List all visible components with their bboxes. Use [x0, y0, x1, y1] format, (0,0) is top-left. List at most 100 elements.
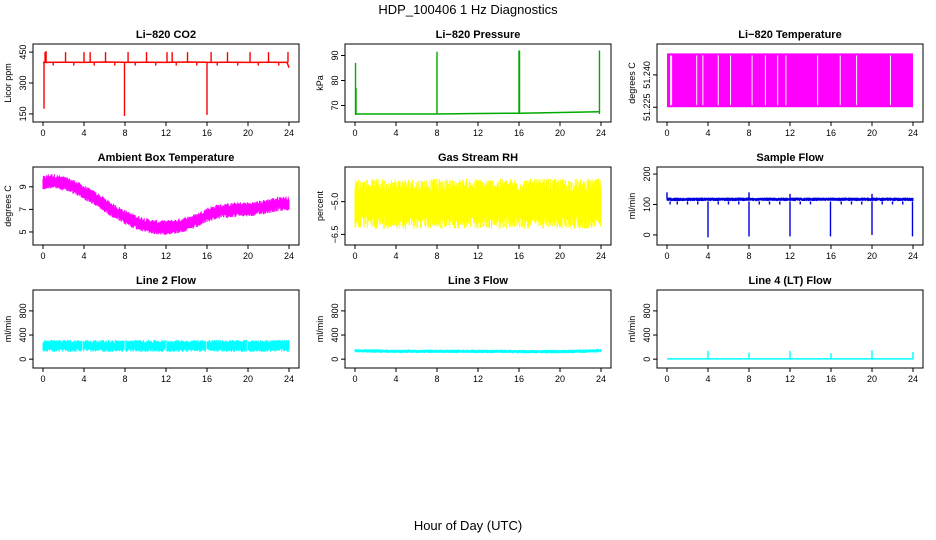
x-tick-label: 4 — [705, 374, 710, 384]
data-series — [666, 192, 914, 238]
x-tick-label: 4 — [393, 374, 398, 384]
x-tick-label: 20 — [243, 251, 253, 261]
data-series — [43, 51, 290, 116]
x-tick-label: 20 — [867, 374, 877, 384]
page-title: HDP_100406 1 Hz Diagnostics — [378, 2, 558, 17]
data-series — [42, 174, 290, 235]
x-tick-label: 12 — [473, 374, 483, 384]
series-band — [354, 349, 602, 354]
x-tick-label: 0 — [664, 128, 669, 138]
chart-panel-9: Line 4 (LT) Flow ml/min 0 4 8 12 16 20 24 0 400 800 — [627, 275, 924, 384]
x-tick-label: 8 — [122, 128, 127, 138]
x-tick-label: 20 — [243, 374, 253, 384]
x-tick-label: 4 — [393, 128, 398, 138]
chart-panel-5: Gas Stream RH percent 0 4 8 12 16 20 24 −6.5 −5.0 — [315, 152, 612, 261]
chart-title: Line 4 (LT) Flow — [749, 275, 832, 287]
y-tick-label: −6.5 — [330, 226, 340, 244]
x-tick-label: 0 — [40, 128, 45, 138]
x-tick-label: 24 — [284, 251, 294, 261]
x-tick-label: 8 — [434, 251, 439, 261]
x-tick-label: 8 — [434, 128, 439, 138]
x-axis-title: Hour of Day (UTC) — [413, 518, 523, 533]
x-tick-label: 8 — [434, 374, 439, 384]
chart-title: Line 2 Flow — [136, 275, 196, 287]
y-tick-label: 400 — [642, 328, 652, 343]
y-tick-label: 90 — [330, 50, 340, 60]
y-tick-label: 400 — [330, 328, 340, 343]
x-tick-label: 16 — [202, 128, 212, 138]
y-tick-label: 200 — [642, 167, 652, 182]
y-axis-label: Licor ppm — [3, 63, 13, 103]
x-tick-label: 24 — [596, 374, 606, 384]
x-tick-label: 16 — [514, 251, 524, 261]
x-tick-label: 4 — [705, 251, 710, 261]
x-tick-label: 12 — [161, 374, 171, 384]
y-axis-label: percent — [315, 190, 325, 221]
y-axis-label: degrees C — [3, 185, 13, 227]
x-tick-label: 12 — [473, 128, 483, 138]
y-tick-label: 150 — [18, 106, 28, 121]
chart-panel-3: Li−820 Temperature degrees C 0 4 8 12 16 20 24 51… — [627, 29, 924, 138]
x-tick-label: 24 — [284, 128, 294, 138]
x-tick-label: 20 — [555, 128, 565, 138]
x-tick-label: 12 — [161, 128, 171, 138]
y-axis-label: ml/min — [315, 316, 325, 343]
y-tick-label: 0 — [642, 232, 652, 237]
chart-title: Li−820 CO2 — [136, 29, 196, 41]
series-fill — [667, 53, 913, 108]
data-series — [667, 53, 913, 108]
y-tick-label: 800 — [330, 303, 340, 318]
x-tick-label: 4 — [81, 128, 86, 138]
chart-title: Li−820 Pressure — [436, 29, 521, 41]
chart-title: Li−820 Temperature — [738, 29, 841, 41]
plot-frame — [344, 43, 612, 123]
chart-title: Sample Flow — [756, 152, 824, 164]
y-tick-label: 800 — [18, 303, 28, 318]
x-tick-label: 12 — [785, 251, 795, 261]
x-tick-label: 20 — [555, 374, 565, 384]
series-band — [42, 174, 290, 235]
x-tick-label: 16 — [826, 128, 836, 138]
x-tick-label: 8 — [746, 251, 751, 261]
y-tick-label: 800 — [642, 303, 652, 318]
x-tick-label: 8 — [746, 128, 751, 138]
chart-title: Ambient Box Temperature — [98, 152, 235, 164]
y-tick-label: 100 — [642, 197, 652, 212]
series-band — [354, 178, 602, 229]
data-series — [42, 339, 290, 352]
x-tick-label: 8 — [122, 251, 127, 261]
x-tick-label: 0 — [664, 374, 669, 384]
x-tick-label: 24 — [284, 374, 294, 384]
chart-panel-8: Line 3 Flow ml/min 0 4 8 12 16 20 24 0 400 800 — [315, 275, 612, 384]
y-tick-label: 51.225 — [642, 93, 652, 121]
x-tick-label: 0 — [352, 374, 357, 384]
plot-frame — [344, 289, 612, 369]
x-tick-label: 0 — [352, 128, 357, 138]
y-tick-label: −5.0 — [330, 193, 340, 211]
y-tick-label: 0 — [18, 357, 28, 362]
x-tick-label: 12 — [161, 251, 171, 261]
x-tick-label: 4 — [705, 128, 710, 138]
y-axis-label: ml/min — [627, 193, 637, 220]
series-line — [43, 61, 290, 68]
x-tick-label: 12 — [473, 251, 483, 261]
chart-panel-7: Line 2 Flow ml/min 0 4 8 12 16 20 24 0 400 800 — [3, 275, 300, 384]
x-tick-label: 16 — [826, 251, 836, 261]
x-tick-label: 16 — [202, 251, 212, 261]
x-tick-label: 24 — [908, 374, 918, 384]
series-band — [42, 339, 290, 352]
x-tick-label: 16 — [514, 128, 524, 138]
x-tick-label: 16 — [826, 374, 836, 384]
series-line — [354, 111, 600, 116]
x-tick-label: 12 — [785, 374, 795, 384]
y-tick-label: 0 — [642, 357, 652, 362]
x-tick-label: 8 — [746, 374, 751, 384]
x-tick-label: 0 — [664, 251, 669, 261]
y-axis-label: kPa — [315, 75, 325, 91]
x-tick-label: 16 — [202, 374, 212, 384]
data-series — [667, 350, 914, 360]
y-tick-label: 450 — [18, 45, 28, 60]
x-tick-label: 8 — [122, 374, 127, 384]
x-tick-label: 24 — [908, 251, 918, 261]
x-tick-label: 12 — [785, 128, 795, 138]
